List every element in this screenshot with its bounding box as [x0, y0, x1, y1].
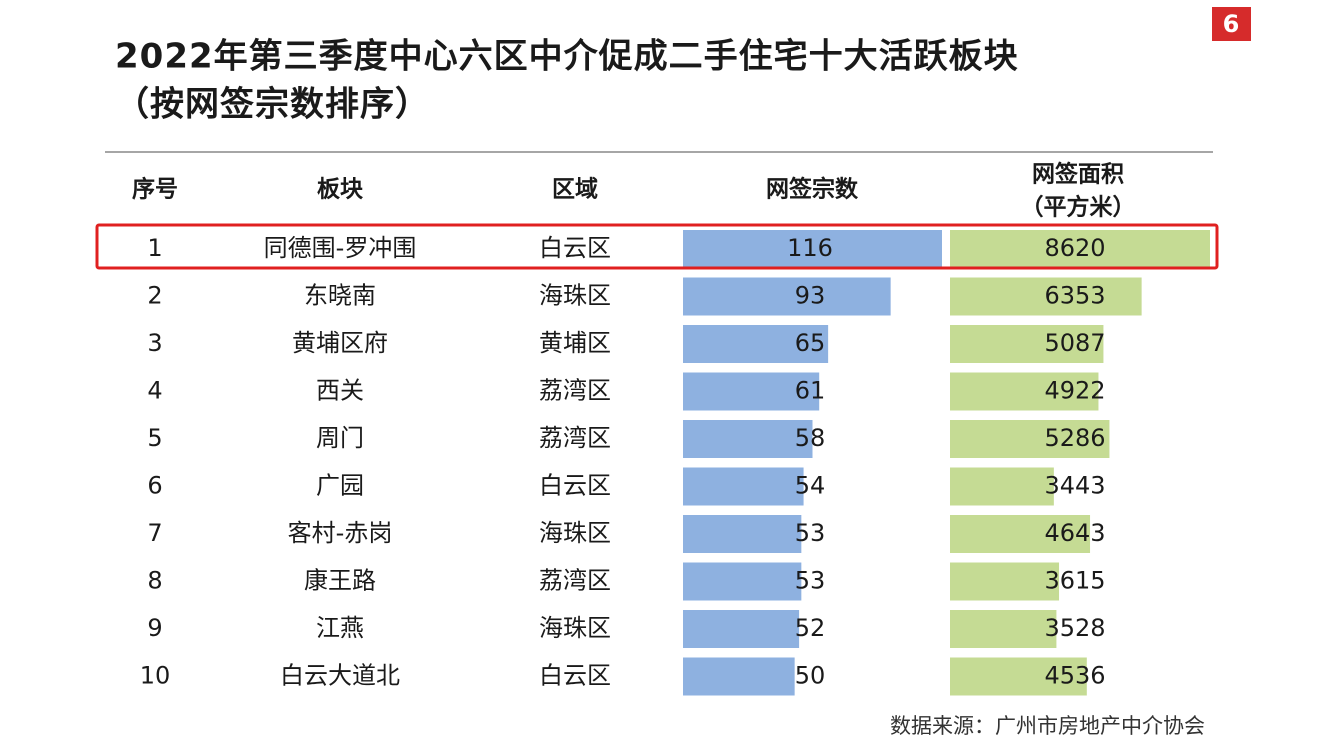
area-bar: [950, 467, 1054, 506]
district: 荔湾区: [539, 377, 611, 405]
deal-count: 53: [795, 567, 826, 595]
district: 海珠区: [539, 282, 611, 310]
area-bar: [950, 657, 1087, 696]
header: 板块: [317, 177, 363, 203]
block-name: 广园: [316, 472, 364, 500]
deal-area: 3528: [1044, 614, 1105, 642]
rank: 6: [147, 472, 162, 500]
rank: 3: [147, 329, 162, 357]
block-name: 西关: [316, 377, 364, 405]
area-bar: [950, 562, 1060, 601]
header-unit: （平方米）: [1021, 194, 1136, 221]
deal-area: 3615: [1044, 567, 1105, 595]
block-name: 同德围-罗冲围: [264, 234, 417, 262]
count-bar: [683, 562, 802, 601]
deal-count: 61: [795, 377, 826, 405]
header: 网签宗数: [766, 176, 859, 203]
rank: 8: [147, 567, 162, 595]
block-name: 康王路: [304, 567, 376, 595]
rank: 7: [147, 519, 162, 547]
area-bar: [950, 372, 1099, 411]
deal-area: 6353: [1044, 282, 1105, 310]
deal-area: 4643: [1044, 519, 1105, 547]
page-number: 6: [1223, 10, 1240, 38]
block-name: 东晓南: [304, 282, 376, 310]
area-bar: [950, 515, 1091, 553]
rank: 5: [147, 424, 162, 452]
count-bar: [683, 515, 802, 553]
block-name: 白云大道北: [280, 662, 400, 690]
district: 白云区: [539, 662, 611, 690]
area-bar: [950, 230, 1210, 268]
deal-area: 5286: [1044, 424, 1105, 452]
deal-count: 54: [795, 472, 826, 500]
district: 海珠区: [539, 614, 611, 642]
count-bar: [683, 467, 804, 506]
rank: 1: [147, 234, 162, 262]
rank: 9: [147, 614, 162, 642]
rank: 4: [147, 377, 162, 405]
deal-area: 3443: [1044, 472, 1105, 500]
header: 区域: [552, 176, 598, 203]
district: 海珠区: [539, 519, 611, 547]
rank: 10: [140, 662, 171, 690]
deal-count: 58: [795, 424, 826, 452]
count-bar: [683, 325, 829, 363]
count-bar: [683, 610, 800, 648]
highlight-box: [95, 223, 1219, 270]
block-name: 周门: [316, 424, 364, 452]
count-bar: [683, 372, 820, 411]
deal-count: 116: [787, 234, 833, 262]
source: 数据来源：广州市房地产中介协会: [890, 714, 1205, 738]
area-bar: [950, 277, 1142, 316]
block-name: 黄埔区府: [292, 329, 388, 357]
rank: 2: [147, 282, 162, 310]
count-bar: [683, 277, 891, 316]
header: 序号: [132, 176, 178, 203]
deal-area: 4536: [1044, 662, 1105, 690]
area-bar: [950, 420, 1110, 458]
deal-count: 50: [795, 662, 826, 690]
subtitle: （按网签宗数排序）: [115, 85, 430, 125]
count-bar: [683, 230, 942, 268]
count-bar: [683, 420, 813, 458]
district: 荔湾区: [539, 424, 611, 452]
deal-area: 8620: [1044, 234, 1105, 262]
deal-count: 93: [795, 282, 826, 310]
deal-count: 65: [795, 329, 826, 357]
count-bar: [683, 657, 795, 696]
area-bar: [950, 325, 1104, 363]
district: 黄埔区: [539, 329, 611, 357]
deal-count: 52: [795, 614, 826, 642]
area-bar: [950, 610, 1057, 648]
page-badge: [1212, 7, 1251, 41]
deal-area: 5087: [1044, 329, 1105, 357]
deal-area: 4922: [1044, 377, 1105, 405]
block-name: 江燕: [316, 614, 364, 642]
district: 白云区: [539, 472, 611, 500]
district: 白云区: [539, 234, 611, 262]
district: 荔湾区: [539, 567, 611, 595]
title: 2022年第三季度中心六区中介促成二手住宅十大活跃板块: [115, 37, 1019, 77]
header: 网签面积: [1032, 161, 1124, 188]
block-name: 客村-赤岗: [288, 519, 393, 547]
deal-count: 53: [795, 519, 826, 547]
